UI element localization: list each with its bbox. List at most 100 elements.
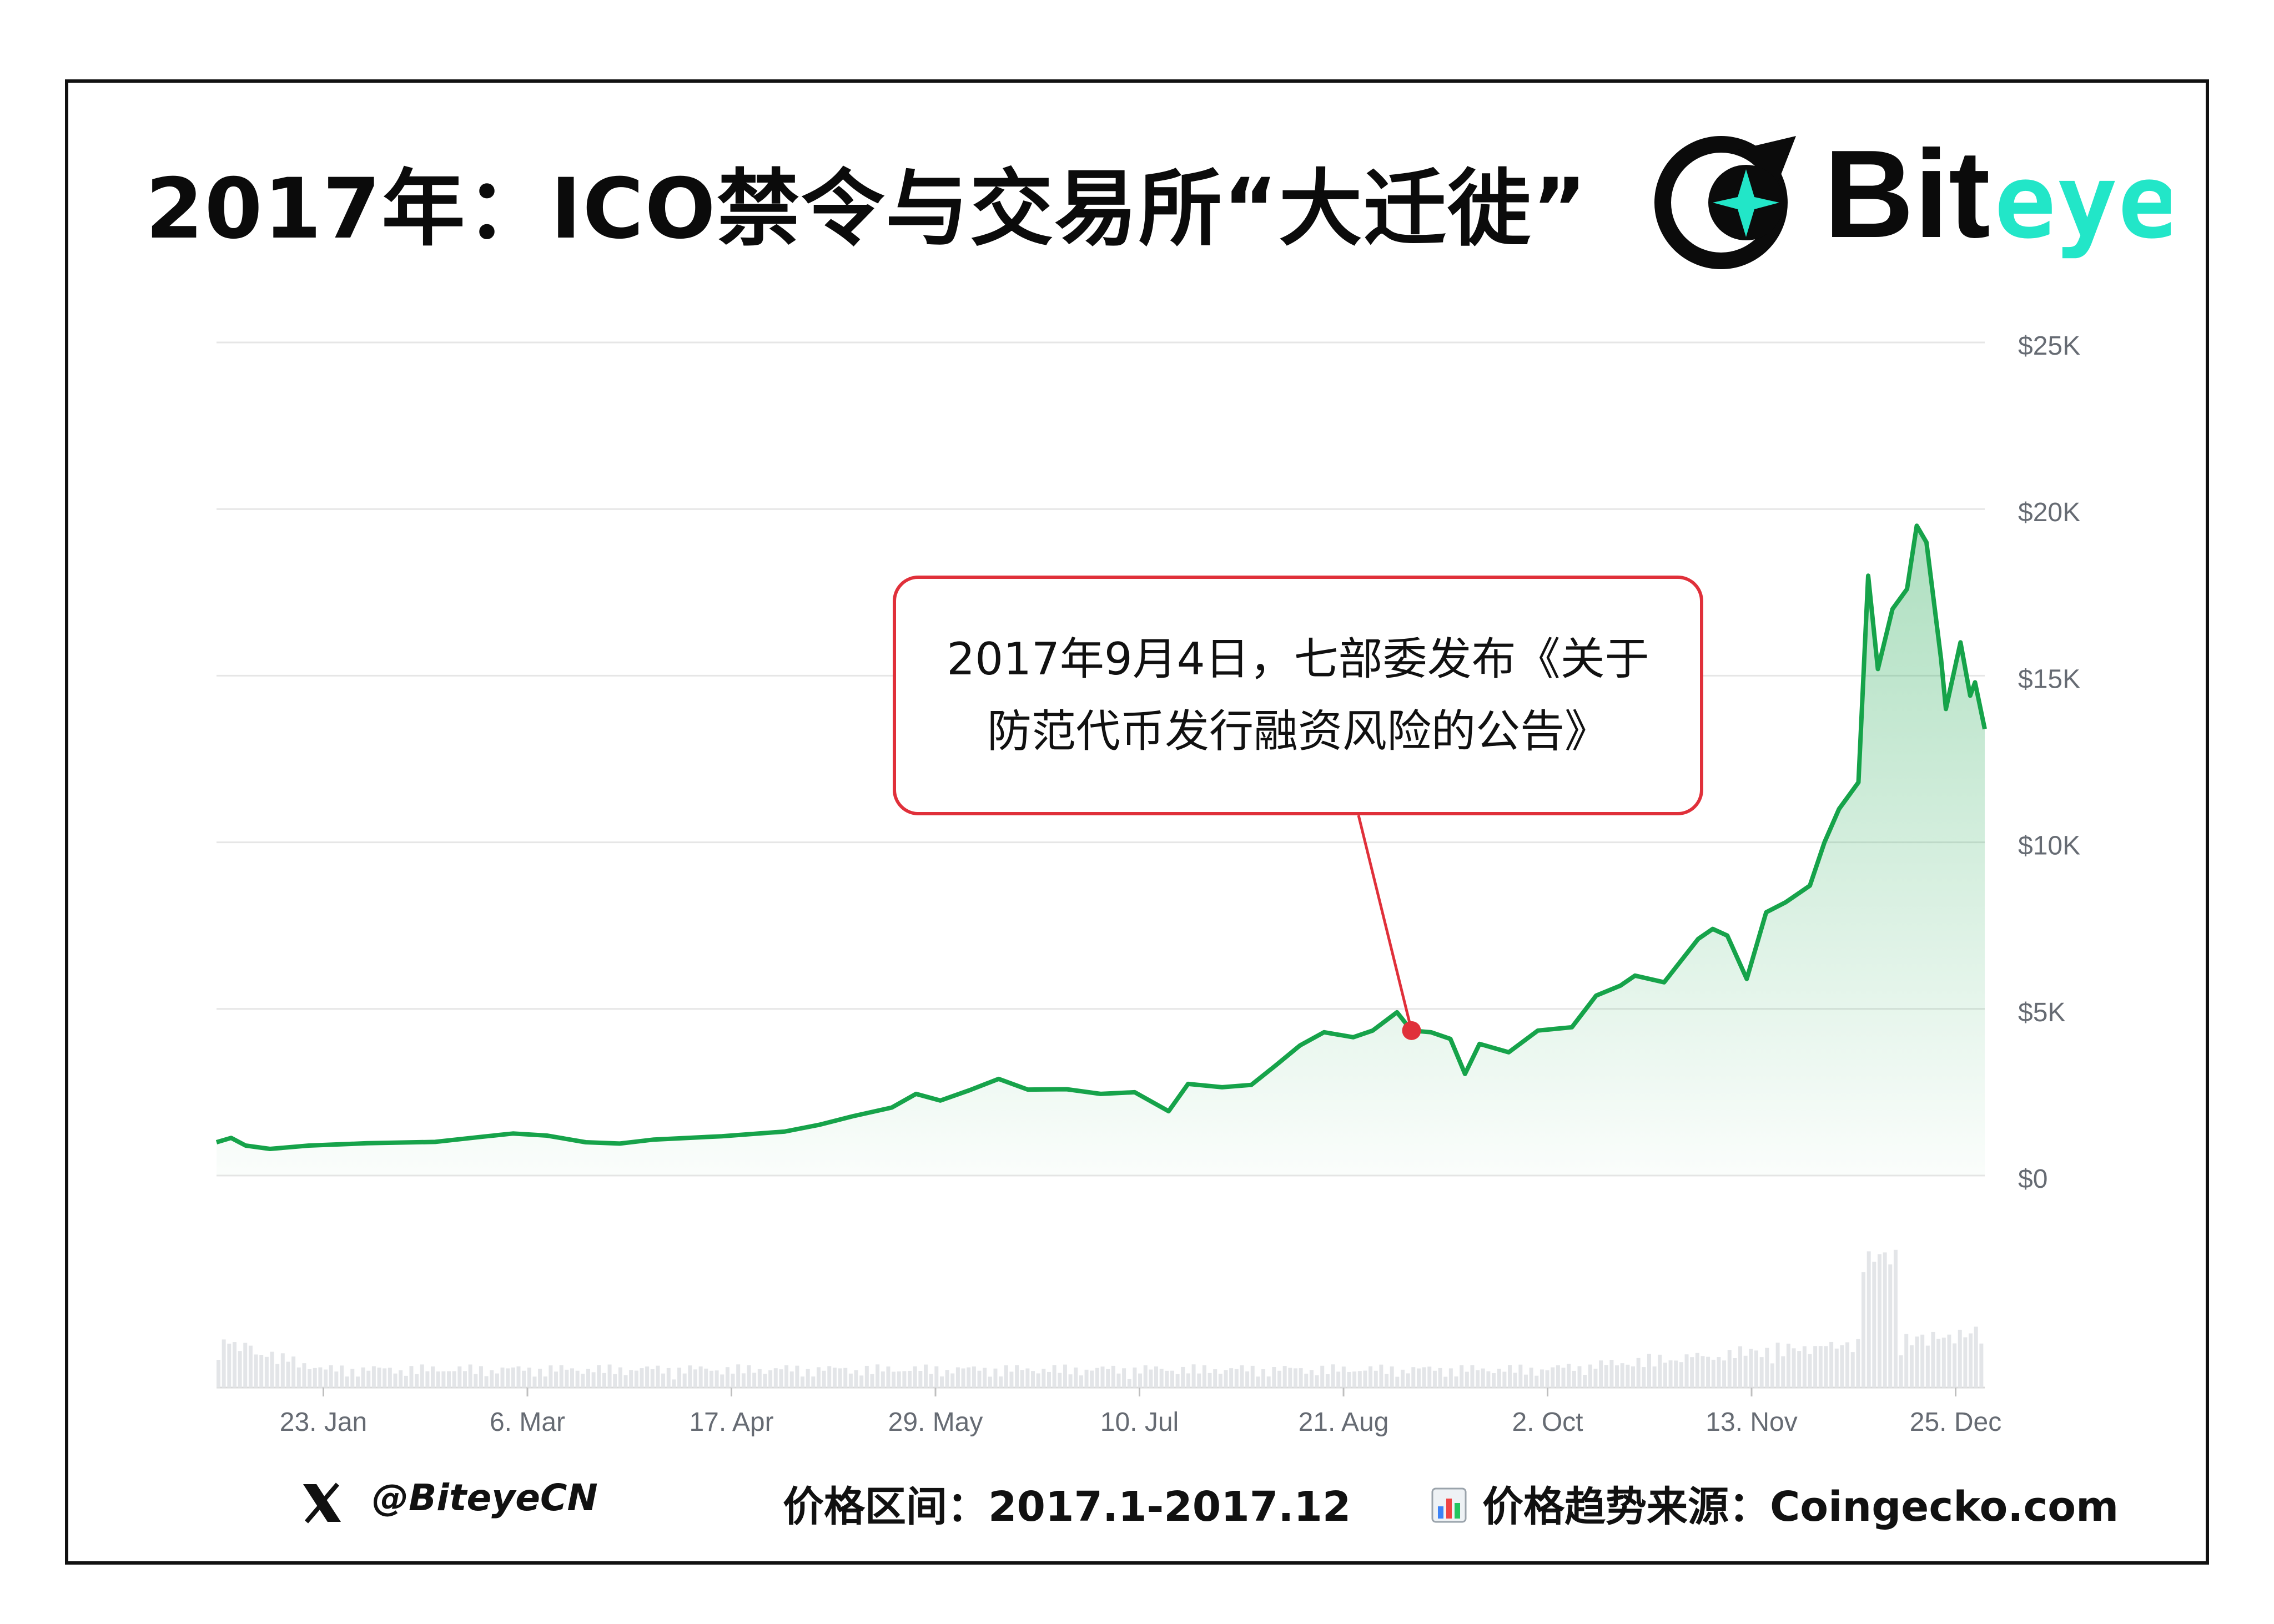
volume-bar [227,1343,232,1388]
volume-bar [832,1368,837,1388]
volume-bar [859,1375,864,1388]
volume-bar [339,1365,344,1388]
volume-bar [1802,1346,1807,1388]
volume-bar [436,1371,440,1388]
volume-bar [1925,1345,1930,1388]
volume-bar [1320,1365,1325,1388]
volume-bar [1293,1368,1297,1388]
volume-bar [688,1365,692,1388]
brand-name: Bit [1824,124,1990,264]
volume-bar [1460,1365,1464,1388]
volume-bar [361,1367,365,1388]
volume-bar [1770,1363,1774,1388]
volume-bar [1808,1354,1812,1388]
volume-bar [1765,1348,1769,1388]
volume-bar [1738,1346,1743,1388]
volume-bar [1347,1371,1351,1388]
volume-bar [1143,1365,1148,1388]
volume-bar [1647,1354,1651,1388]
volume-bar [677,1368,682,1388]
volume-bar [1448,1368,1453,1388]
volume-bar [1684,1354,1689,1388]
volume-bar [1706,1356,1710,1388]
volume-bar [1068,1374,1073,1388]
footer-price-range: 价格区间：2017.1-2017.12 [783,1483,1351,1531]
volume-bar [1690,1357,1694,1388]
volume-bar [1352,1371,1357,1388]
volume-bar [1025,1368,1030,1388]
biteye-moon-star-logo [1654,136,1796,269]
volume-bar [682,1373,687,1388]
volume-bar [650,1369,655,1388]
volume-bar [1416,1368,1421,1388]
volume-bar [1797,1351,1802,1388]
volume-bar [522,1370,526,1388]
volume-bar [709,1370,713,1388]
volume-bar [983,1368,987,1388]
volume-bar [286,1361,290,1388]
volume-bar [607,1364,612,1388]
volume-bar [897,1371,901,1388]
volume-bar [575,1370,580,1388]
x-tick-label: 10. Jul [1100,1408,1179,1437]
x-tick-label: 6. Mar [490,1408,565,1437]
volume-bar [1390,1366,1394,1388]
volume-bar [500,1367,505,1388]
volume-bar [747,1365,751,1388]
annotation-box: 2017年9月4日，七部委发布《关于 防范代币发行融资风险的公告》 [893,576,1703,815]
brand-name-accent: eye [1994,142,2171,261]
volume-bar [1133,1367,1137,1388]
volume-bar [1218,1374,1222,1388]
volume-bar [1154,1366,1159,1388]
y-tick-label: $5K [2018,998,2065,1027]
volume-bar [929,1374,933,1388]
volume-bar [816,1367,821,1388]
volume-bar [1947,1334,1951,1388]
volume-bar [618,1367,622,1388]
volume-bar [1626,1364,1630,1388]
volume-bar [254,1354,258,1388]
volume-bar [1818,1346,1823,1388]
volume-bar [1325,1374,1330,1388]
volume-bar [715,1370,719,1388]
volume-bar [479,1366,483,1388]
volume-bar [559,1365,564,1388]
volume-bar [457,1366,462,1388]
page-title: 2017年：ICO禁令与交易所“大迁徙” [145,161,1588,258]
volume-bar [399,1370,403,1388]
volume-bar [801,1376,805,1388]
volume-bar [217,1360,220,1388]
volume-bar [1953,1343,1957,1388]
volume-bar [1856,1339,1860,1388]
y-tick-label: $0 [2018,1164,2047,1194]
volume-bar [1518,1364,1523,1388]
x-tick-label: 25. Dec [1910,1408,2001,1437]
volume-bar [892,1371,896,1388]
volume-bar [1695,1353,1699,1388]
volume-bar [1609,1360,1614,1388]
volume-bar [1379,1364,1383,1388]
volume-bar [1106,1369,1110,1388]
volume-bar [366,1370,371,1388]
volume-bars [217,1249,1984,1388]
volume-bar [1845,1342,1850,1388]
volume-bar [1074,1367,1078,1388]
volume-bar [1850,1352,1855,1388]
volume-bar [1084,1369,1089,1388]
price-area [217,526,1985,1176]
volume-bar [1502,1371,1507,1388]
volume-bar [1824,1346,1828,1388]
volume-bar [1470,1365,1475,1388]
volume-bar [1631,1366,1635,1388]
volume-bar [602,1373,606,1388]
volume-bar [1862,1272,1866,1388]
volume-bar [388,1368,392,1388]
volume-bar [1877,1254,1881,1388]
volume-bar [1481,1368,1485,1388]
volume-bar [474,1374,478,1388]
volume-bar [972,1366,976,1388]
volume-bar [1058,1373,1062,1388]
volume-bar [1170,1370,1174,1388]
volume-bar [1159,1369,1164,1388]
volume-bar [222,1339,226,1388]
